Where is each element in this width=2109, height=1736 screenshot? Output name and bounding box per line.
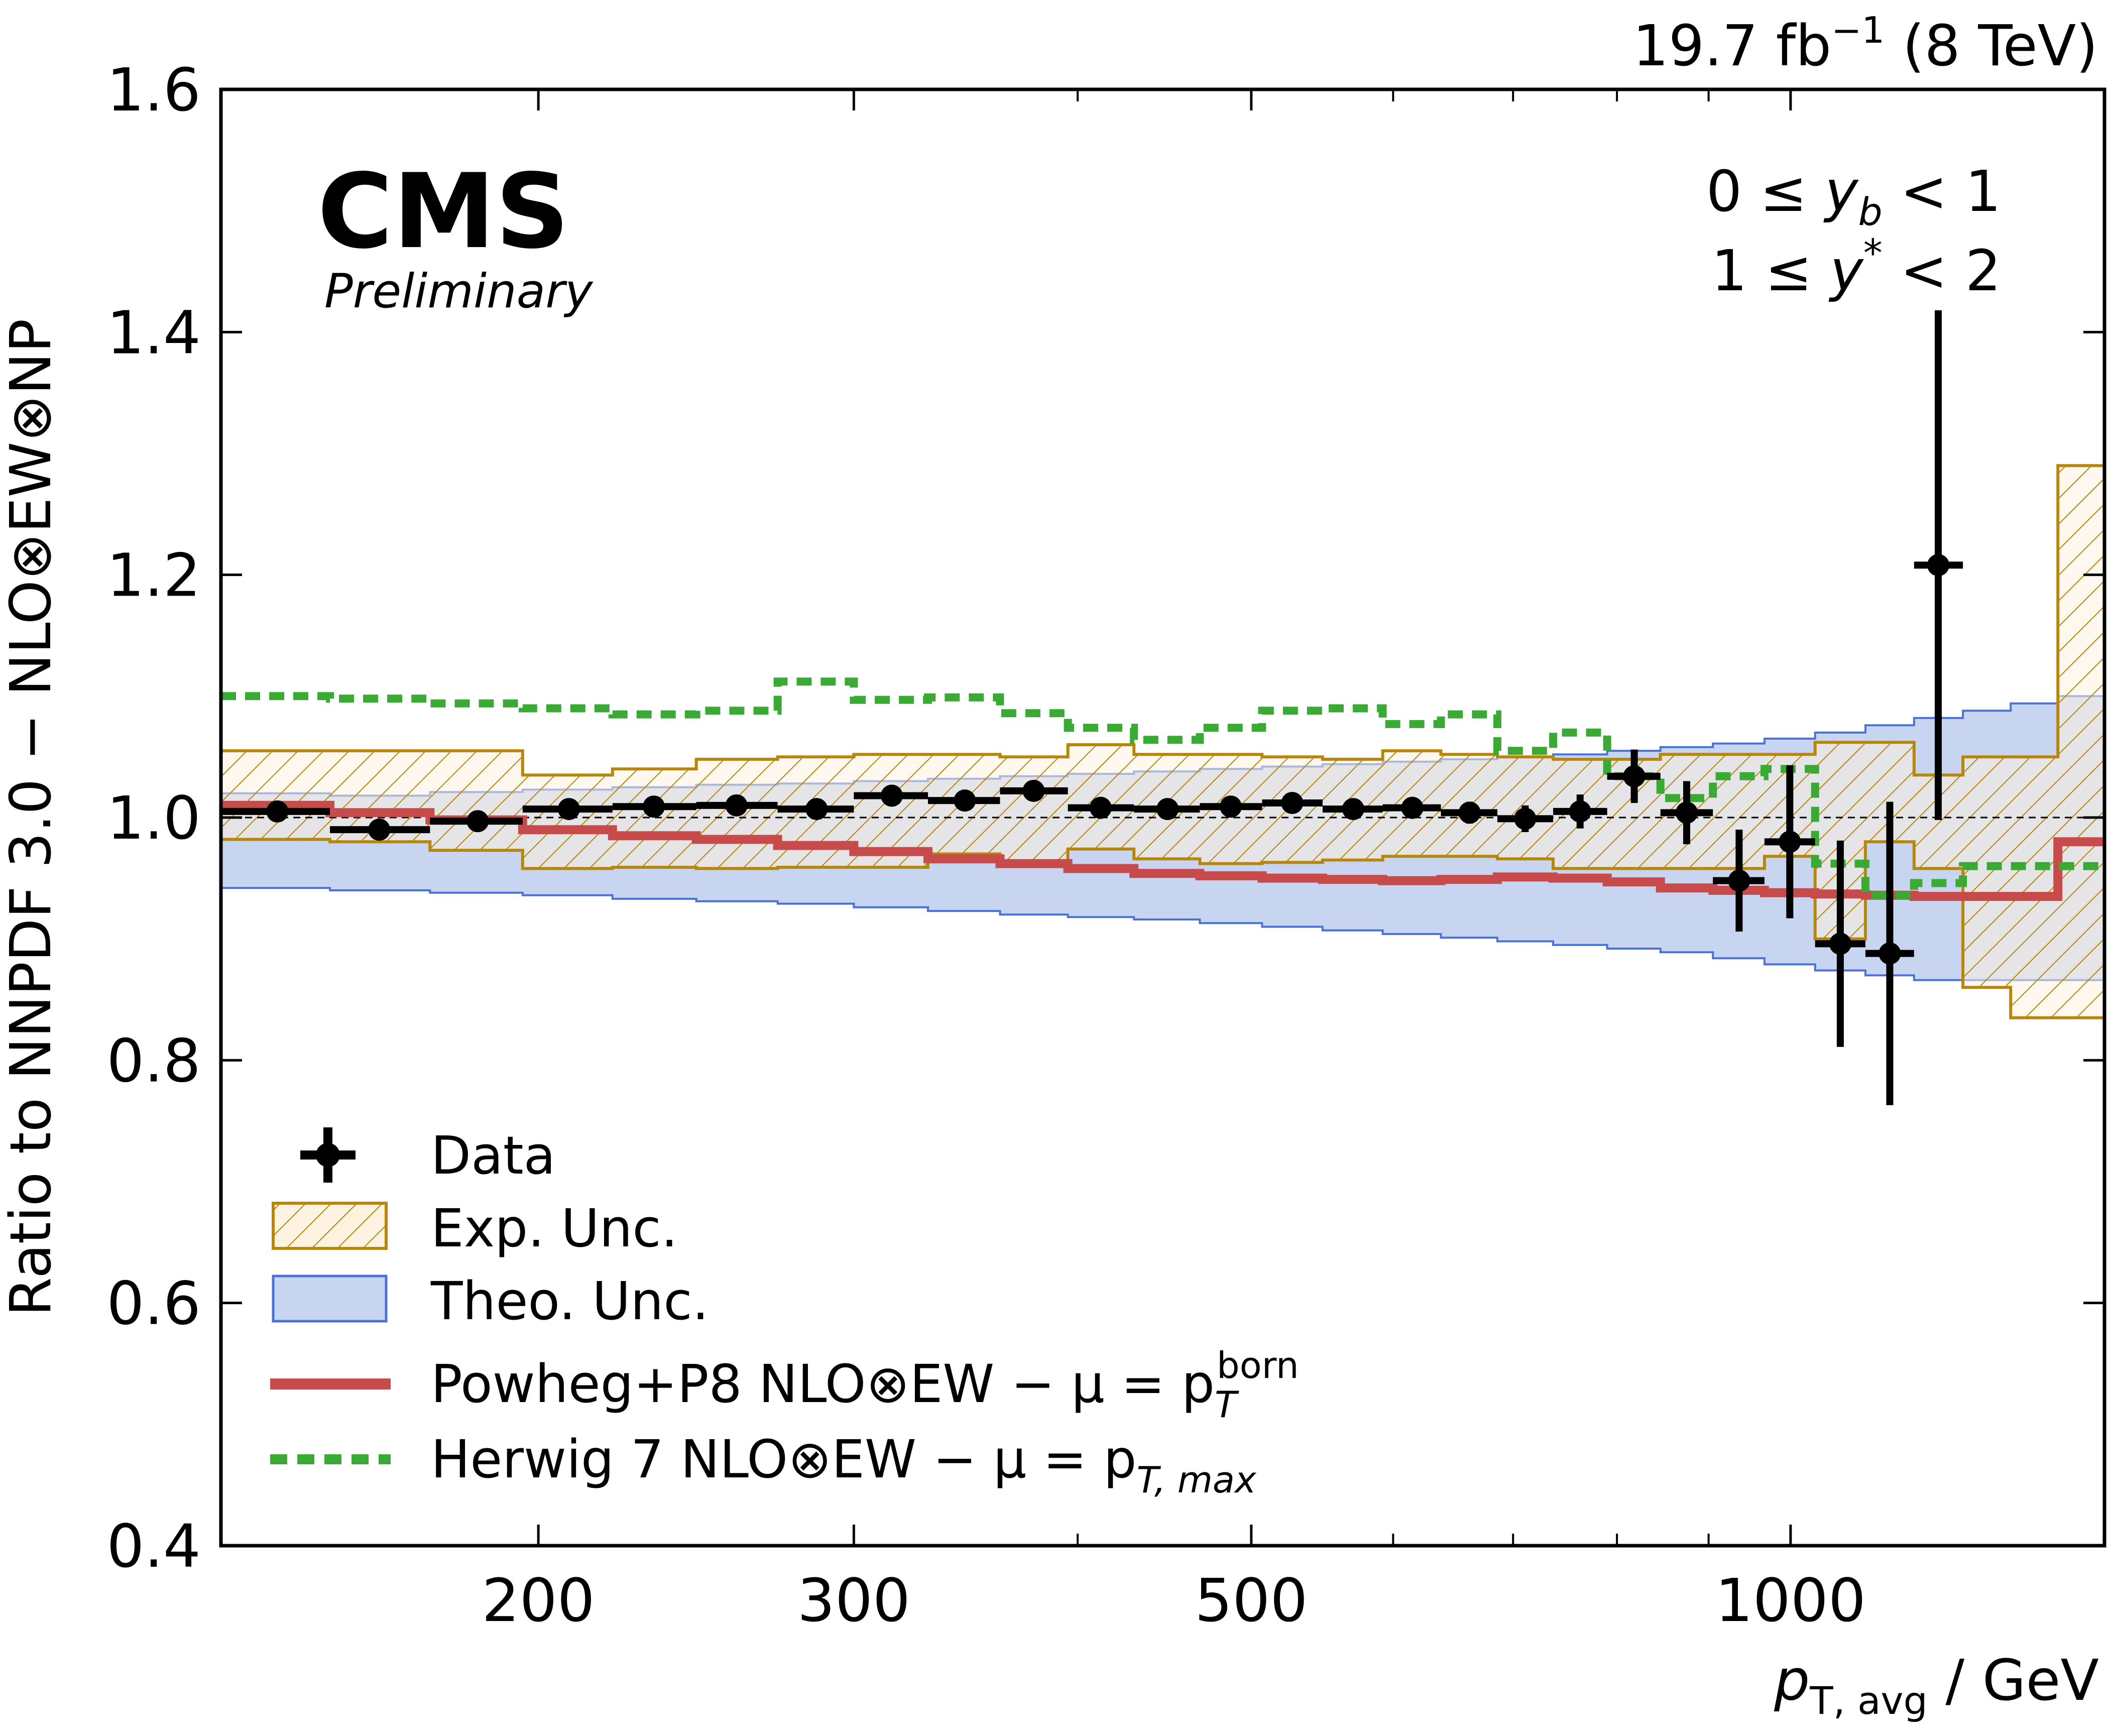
data-point [1607, 749, 1661, 803]
legend-item-exp-unc: Exp. Unc. [272, 1198, 678, 1259]
legend: Data Exp. Unc. Theo. Unc. Powheg+P8 NLO⊗… [270, 1125, 1299, 1501]
data-marker [1569, 800, 1591, 823]
x-tick-label: 200 [482, 1566, 595, 1635]
data-point [777, 798, 854, 821]
lumi-label: 19.7 fb−1 (8 TeV) [1633, 9, 2098, 79]
data-marker [1675, 801, 1698, 824]
legend-theo-unc-swatch [272, 1275, 388, 1323]
data-point [1068, 796, 1134, 819]
data-point [1262, 792, 1323, 814]
legend-item-powheg: Powheg+P8 NLO⊗EW − μ = pTborn [270, 1344, 1299, 1426]
data-marker [1623, 765, 1646, 787]
data-marker [557, 798, 580, 821]
data-marker [1779, 831, 1801, 853]
region-line-2: 1 ≤ y* < 2 [1711, 230, 2001, 304]
data-marker [368, 819, 391, 841]
data-point [221, 800, 330, 823]
data-point [1382, 796, 1441, 819]
legend-item-data: Data [300, 1125, 555, 1186]
data-point [1497, 805, 1554, 832]
data-marker [1728, 869, 1750, 892]
data-point [1200, 795, 1262, 818]
data-marker [1879, 942, 1901, 965]
data-marker [1458, 801, 1481, 824]
data-point [1134, 798, 1200, 821]
data-marker [1401, 796, 1424, 819]
data-point [430, 810, 523, 833]
x-tick-label: 500 [1195, 1566, 1308, 1635]
data-marker [1829, 933, 1851, 955]
y-tick-label: 1.0 [106, 783, 201, 853]
data-point [1000, 779, 1068, 802]
y-tick-label: 0.4 [106, 1512, 201, 1581]
y-tick-label: 1.6 [106, 55, 201, 125]
data-marker [1022, 779, 1045, 802]
data-marker [880, 784, 903, 807]
legend-label-data: Data [431, 1125, 555, 1186]
data-point [330, 819, 430, 841]
legend-label-powheg: Powheg+P8 NLO⊗EW − μ = pTborn [431, 1344, 1299, 1426]
data-marker [1281, 792, 1304, 814]
data-marker [643, 795, 665, 818]
tick-labels: 0.4 0.6 0.8 1.0 1.2 1.4 1.6 200 300 500 1000 [106, 55, 1866, 1635]
data-marker [1089, 796, 1112, 819]
legend-label-herwig: Herwig 7 NLO⊗EW − μ = pT, max [431, 1429, 1257, 1501]
y-tick-label: 0.8 [106, 1026, 201, 1095]
data-point [1660, 781, 1713, 845]
y-tick-label: 1.4 [106, 298, 201, 367]
legend-label-theo-unc: Theo. Unc. [430, 1270, 709, 1332]
data-marker [466, 810, 489, 833]
data-marker [1927, 554, 1949, 576]
axes [219, 87, 2106, 1548]
legend-item-theo-unc: Theo. Unc. [272, 1270, 709, 1332]
x-tick-label: 1000 [1715, 1566, 1866, 1635]
data-marker [1514, 807, 1537, 830]
data-marker [954, 789, 976, 812]
data-point [854, 784, 928, 807]
data-point [1914, 310, 1963, 820]
data-point [1865, 801, 1914, 1105]
status-label: Preliminary [324, 264, 594, 319]
legend-label-exp-unc: Exp. Unc. [431, 1198, 678, 1259]
legend-data-marker [300, 1127, 356, 1183]
data-marker [1342, 798, 1364, 821]
data-marker [1156, 798, 1179, 821]
data-point [1441, 801, 1497, 824]
plot-area [221, 310, 2104, 1105]
x-axis-label: pT, avg / GeV [1774, 1648, 2099, 1723]
region-line-1: 0 ≤ yb < 1 [1706, 159, 2001, 234]
legend-item-herwig: Herwig 7 NLO⊗EW − μ = pT, max [270, 1429, 1257, 1501]
data-point [928, 789, 1000, 812]
exp-unc-band-outline [221, 464, 2104, 1019]
x-tick-label: 300 [797, 1566, 910, 1635]
data-point [522, 798, 613, 821]
y-tick-label: 1.2 [106, 541, 201, 610]
data-point [1815, 840, 1865, 1047]
data-point [612, 795, 696, 818]
data-point [696, 794, 778, 817]
data-point [1713, 830, 1765, 932]
data-point [1553, 794, 1607, 829]
data-marker [1220, 795, 1242, 818]
y-axis-label: Ratio to NNPDF 3.0 − NLO⊗EW⊗NP [0, 319, 64, 1317]
data-marker [805, 798, 828, 821]
powheg-line [221, 800, 2104, 901]
herwig-line [221, 677, 2104, 899]
data-marker [266, 800, 289, 823]
experiment-label: CMS [317, 152, 569, 272]
y-tick-label: 0.6 [106, 1269, 201, 1338]
data-point [1322, 798, 1383, 821]
data-point [1764, 765, 1815, 918]
data-marker [725, 794, 748, 817]
